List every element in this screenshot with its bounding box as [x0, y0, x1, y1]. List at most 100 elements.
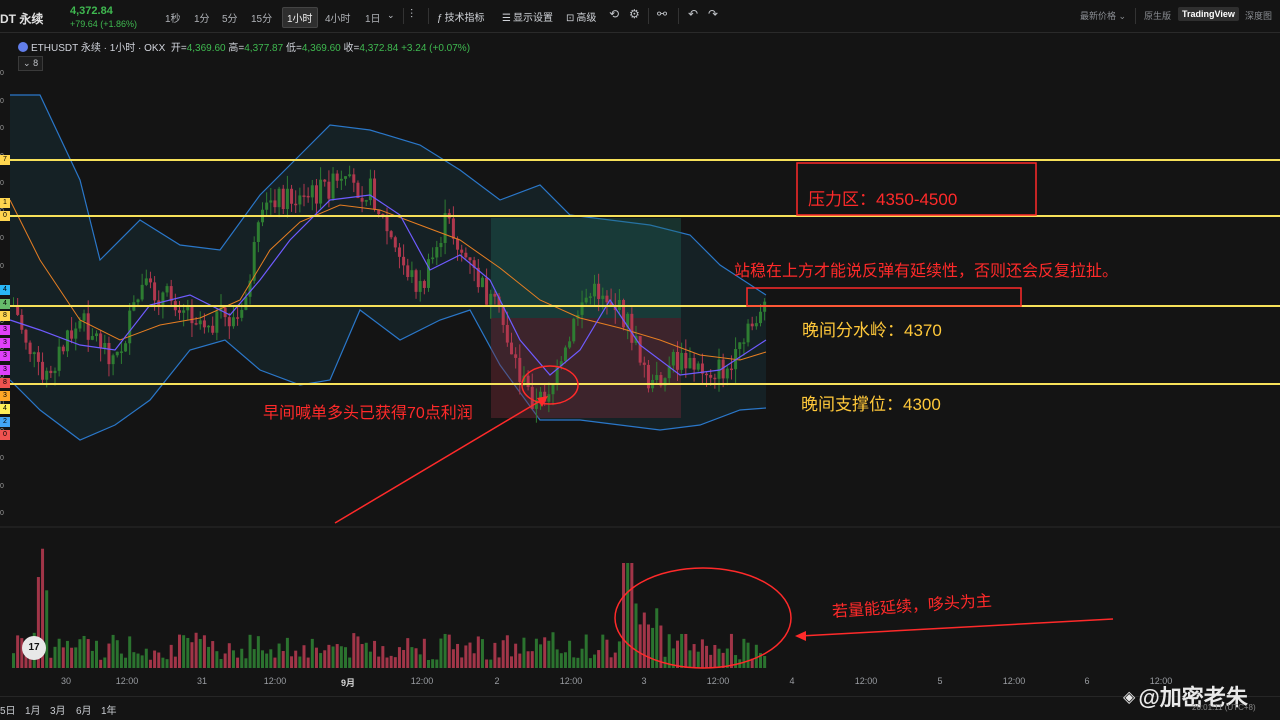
volume-bar [173, 656, 177, 668]
candle-body [186, 306, 190, 311]
candle-body [572, 318, 576, 342]
volume-bar [99, 659, 103, 668]
candle-body [746, 323, 750, 343]
candle-body [265, 202, 269, 210]
volume-bar [157, 652, 161, 668]
indicator-toggle[interactable]: ⌄ 8 [18, 56, 44, 71]
range-1y-button[interactable]: 1年 [101, 706, 117, 717]
volume-bar [327, 644, 331, 668]
volume-bar [111, 634, 115, 668]
volume-bar [497, 657, 501, 668]
candle-body [605, 295, 609, 303]
candle-body [24, 329, 28, 343]
volume-bar [153, 650, 157, 668]
tab-tradingview[interactable]: TradingView [1178, 7, 1239, 21]
tradingview-logo[interactable]: 17 [22, 636, 46, 660]
range-6m-button[interactable]: 6月 [76, 706, 92, 717]
candle-body [451, 218, 455, 239]
candle-body [178, 310, 181, 313]
timeframe-dropdown-icon[interactable]: ⌄ [387, 10, 395, 20]
candle-body [750, 323, 754, 327]
gear-icon[interactable]: ⚙ [629, 7, 640, 21]
timeframe-5m[interactable]: 5分 [222, 14, 238, 25]
candle-body [597, 283, 601, 299]
volume-bar [680, 633, 684, 668]
volume-bar [140, 655, 144, 668]
binance-square-icon: ◈ [1123, 689, 1136, 706]
timeframe-15m[interactable]: 15分 [251, 14, 273, 25]
candle-body [277, 188, 281, 208]
volume-bar [285, 637, 289, 668]
volume-bar [252, 649, 256, 668]
display-settings-button[interactable]: ☰ 显示设置 [502, 13, 553, 24]
time-axis-tick: 3 [641, 676, 647, 686]
volume-bar [451, 649, 455, 668]
candle-type-icon[interactable]: ⫶ [410, 7, 414, 21]
price-axis-badge: 3 [0, 338, 10, 348]
price-axis-badge: 0 [0, 430, 10, 440]
candle-body [49, 370, 53, 374]
redo-icon[interactable]: ↷ [708, 7, 719, 21]
candle-body [144, 278, 148, 285]
volume-bar [563, 652, 567, 668]
timeframe-1s[interactable]: 1秒 [165, 14, 181, 25]
price-axis-tick: 0 [0, 97, 4, 105]
volume-bar [705, 645, 709, 668]
tab-depth[interactable]: 深度图 [1245, 11, 1273, 21]
candle-body [219, 307, 223, 312]
volume-bar [684, 633, 688, 668]
range-5d-button[interactable]: 5日 [0, 706, 16, 717]
symbol-name[interactable]: DT 永续 [0, 12, 44, 26]
candle-body [630, 313, 634, 343]
horizontal-levels [0, 159, 1280, 528]
candle-body [638, 336, 642, 363]
volume-bar [57, 638, 61, 668]
candle-body [539, 391, 543, 401]
volume-bar [310, 638, 314, 668]
candle-body [680, 352, 684, 370]
candle-body [510, 342, 513, 355]
timeframe-1d[interactable]: 1日 [365, 14, 381, 25]
compare-icon[interactable]: ⚯ [657, 7, 668, 21]
volume-bar [634, 603, 638, 668]
price-type-selector[interactable]: 最新价格 ⌄ [1080, 11, 1127, 21]
candle-body [124, 343, 128, 352]
tab-native[interactable]: 原生版 [1144, 11, 1172, 21]
replay-icon[interactable]: ⟲ [609, 7, 620, 21]
candle-body [414, 270, 418, 292]
range-1m-button[interactable]: 1月 [25, 706, 41, 717]
timeframe-4h[interactable]: 4小时 [325, 14, 351, 25]
volume-bar [61, 647, 65, 668]
candle-body [381, 214, 385, 216]
volume-bar [219, 659, 223, 668]
candle-body [314, 185, 318, 204]
time-axis-tick: 12:00 [1002, 676, 1026, 686]
volume-bar [501, 640, 505, 668]
chevron-down-icon: ⌄ [23, 58, 31, 68]
toolbar-divider [678, 8, 679, 24]
timeframe-1h[interactable]: 1小时 [282, 7, 318, 28]
volume-bar [559, 653, 563, 668]
candle-body [721, 359, 725, 379]
volume-bar [717, 648, 721, 668]
pressure-zone-label: 压力区：4350-4500 [808, 190, 958, 209]
range-3m-button[interactable]: 3月 [50, 706, 66, 717]
candle-body [563, 347, 567, 362]
candle-body [692, 357, 696, 370]
last-price: 4,372.84 [70, 5, 113, 17]
candle-body [327, 181, 331, 199]
candle-body [323, 179, 327, 182]
candle-body [95, 333, 98, 337]
advanced-button[interactable]: ⊡ 高级 [566, 13, 597, 24]
volume-bar [165, 659, 169, 668]
undo-icon[interactable]: ↶ [688, 7, 699, 21]
indicators-button[interactable]: ƒ 技术指标 [437, 13, 485, 24]
price-axis-tick: 0 [0, 510, 4, 517]
timeframe-1m[interactable]: 1分 [194, 14, 210, 25]
candle-body [480, 277, 484, 288]
price-axis-badge: 1 [0, 198, 10, 208]
candle-body [202, 320, 206, 328]
ma-slow-line [9, 199, 767, 361]
candle-body [190, 306, 194, 324]
